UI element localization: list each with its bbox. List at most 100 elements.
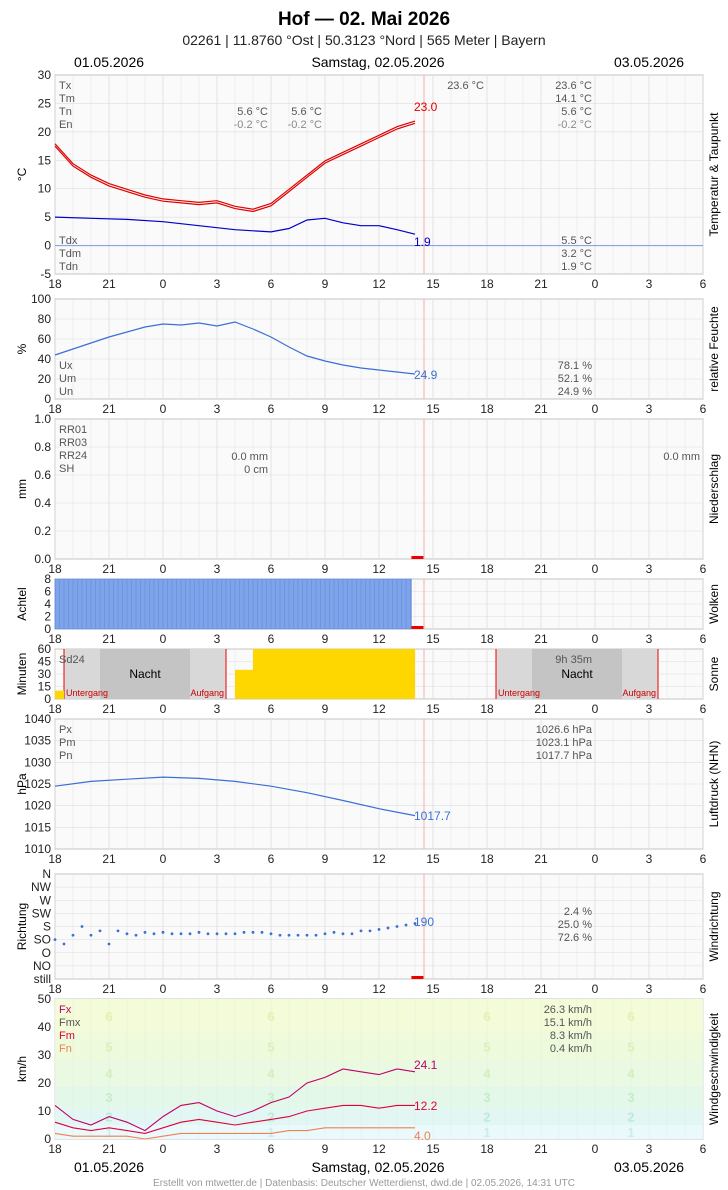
x-tick-label: 21 (102, 702, 116, 716)
y-tick-label: 20 (38, 372, 52, 386)
x-tick-label: 15 (426, 1142, 440, 1156)
x-tick-label: 21 (534, 562, 548, 576)
stat-en-day1: -0.2 °C (234, 119, 268, 131)
stat-value: 24.9 % (558, 386, 592, 398)
beaufort-label: 2 (627, 1110, 634, 1125)
y-tick-label: 20 (38, 1076, 52, 1090)
beaufort-label: 5 (483, 1040, 490, 1055)
legend-label: Tm (59, 93, 75, 105)
sunrise-label: Aufgang (190, 688, 224, 698)
x-tick-label: 0 (592, 277, 599, 291)
y-axis-label: Richtung (15, 903, 29, 950)
y-tick-label: still (34, 972, 51, 986)
wind-dir-point (116, 929, 120, 933)
y-tick-label: N (42, 867, 51, 881)
y-tick-label: 30 (38, 667, 52, 681)
stat-value: 23.6 °C (555, 80, 592, 92)
beaufort-label: 3 (105, 1090, 112, 1105)
series-wind-fx (54, 1068, 416, 1132)
end-value-fn: 4.0 (414, 1129, 431, 1143)
x-tick-label: 18 (48, 982, 62, 996)
wind-dir-point (314, 933, 318, 937)
sun-bar (55, 690, 64, 699)
sun-bar (235, 669, 253, 699)
y-tick-label: 0.8 (34, 440, 51, 454)
y-tick-label: 1015 (24, 820, 51, 834)
side-label: relative Feuchte (707, 306, 721, 392)
y-tick-label: 15 (38, 680, 52, 694)
y-tick-label: 4 (44, 597, 51, 611)
y-tick-label: 0 (44, 692, 51, 706)
x-tick-label: 12 (372, 632, 386, 646)
stat-value: 8.3 km/h (550, 1030, 592, 1042)
y-axis-label: °C (15, 167, 29, 181)
y-tick-label: 1040 (24, 712, 51, 726)
legend-label: RR03 (59, 437, 87, 449)
stat-tn-day1: 5.6 °C (237, 106, 268, 118)
wind-dir-point (386, 926, 390, 930)
x-tick-label: 21 (534, 982, 548, 996)
x-tick-label: 3 (646, 402, 653, 416)
cloud-cover-bar (54, 578, 412, 630)
wind-dir-point (125, 932, 129, 936)
y-tick-label: 5 (44, 210, 51, 224)
sunrise-label: Aufgang (622, 688, 656, 698)
beaufort-label: 1 (483, 1125, 490, 1140)
night-core (100, 649, 190, 699)
x-tick-label: 6 (268, 402, 275, 416)
wind-dir-point (350, 932, 354, 936)
legend-label: SH (59, 463, 74, 475)
x-tick-label: 6 (268, 632, 275, 646)
y-tick-label: 6 (44, 585, 51, 599)
legend-label: Fm (59, 1030, 75, 1042)
y-tick-label: 0.2 (34, 524, 51, 538)
x-tick-label: 3 (646, 1142, 653, 1156)
wind-dir-point (188, 932, 192, 936)
x-tick-label: 21 (102, 277, 116, 291)
wind-dir-point (305, 933, 309, 937)
wind-dir-point (179, 932, 183, 936)
wind-dir-point (206, 932, 210, 936)
x-tick-label: 6 (268, 1142, 275, 1156)
beaufort-label: 6 (105, 1009, 112, 1024)
wind-dir-point (377, 928, 381, 931)
stat-value: 2.4 % (564, 906, 592, 918)
stat-value: 52.1 % (558, 373, 592, 385)
x-tick-label: 15 (426, 402, 440, 416)
x-tick-label: 6 (700, 277, 707, 291)
wind-dir-point (332, 930, 336, 934)
x-tick-label: 9 (322, 402, 329, 416)
x-tick-label: 21 (534, 632, 548, 646)
legend-label: RR01 (59, 424, 87, 436)
beaufort-label: 5 (267, 1040, 274, 1055)
x-tick-label: 18 (480, 702, 494, 716)
beaufort-label: 4 (627, 1066, 635, 1081)
stat-value: 1026.6 hPa (536, 724, 593, 736)
y-tick-label: 45 (38, 655, 52, 669)
y-tick-label: 1010 (24, 842, 51, 856)
stat-value: 0.4 km/h (550, 1043, 592, 1055)
sunset-label: Untergang (498, 688, 540, 698)
beaufort-label: 4 (105, 1066, 113, 1081)
wind-dir-point (170, 932, 174, 936)
night-label: Nacht (561, 667, 593, 681)
y-tick-label: 8 (44, 572, 51, 586)
x-tick-label: 6 (700, 982, 707, 996)
y-tick-label: 0.4 (34, 496, 51, 510)
x-tick-label: 18 (48, 562, 62, 576)
y-tick-label: 40 (38, 1020, 52, 1034)
legend-label: Fx (59, 1004, 72, 1016)
legend-label: Un (59, 386, 73, 398)
y-tick-label: 0 (44, 392, 51, 406)
y-tick-label: SO (34, 933, 51, 947)
y-axis-label: mm (15, 479, 29, 499)
beaufort-label: 1 (627, 1125, 634, 1140)
x-tick-label: 0 (160, 1142, 167, 1156)
night-label: Nacht (129, 667, 161, 681)
stat-value: 72.6 % (558, 932, 592, 944)
stat-rr24-day2: 0.0 mm (663, 451, 700, 463)
x-tick-label: 6 (700, 702, 707, 716)
